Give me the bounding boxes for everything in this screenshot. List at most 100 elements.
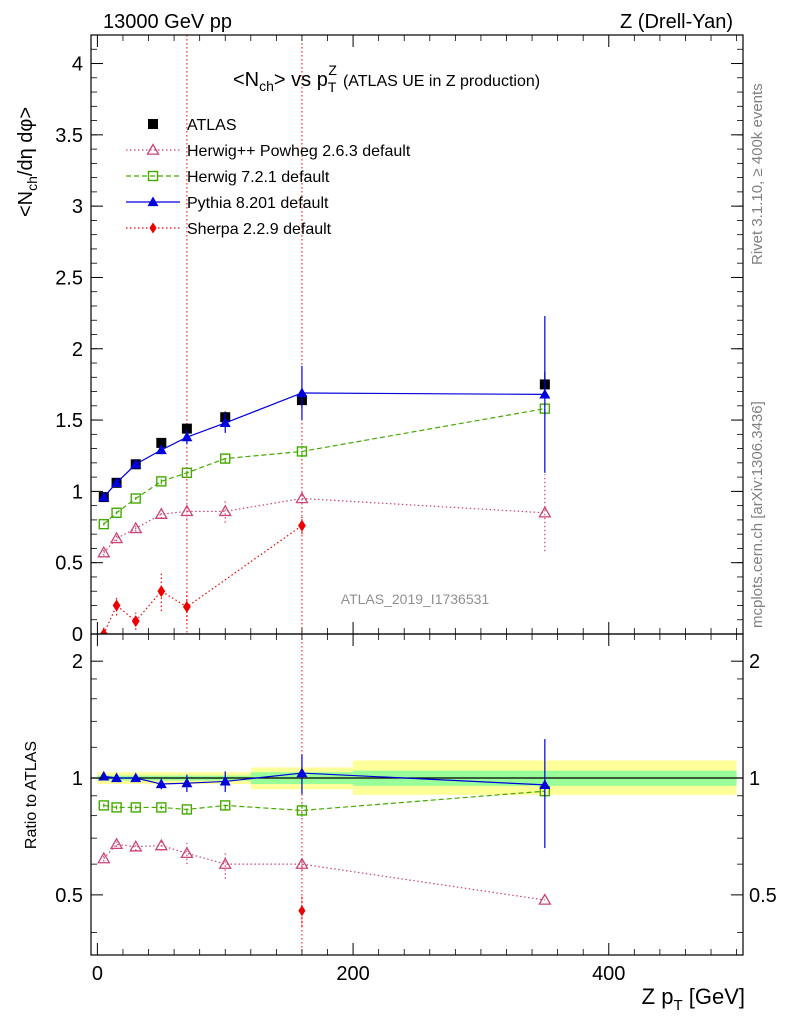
ratio-point-herwig7: [156, 802, 167, 813]
y-tick-label: 0.5: [55, 553, 83, 575]
data-point-pythia: [539, 388, 551, 399]
legend-marker: [147, 196, 159, 207]
y-tick-label: 2.5: [55, 267, 83, 289]
series-line-sherpa: [103, 525, 303, 634]
ratio-point-herwigpp: [109, 837, 124, 850]
ratio-plot: 0.5 0.5 1 1 2 2 0 200 400: [55, 633, 777, 985]
series-sherpa: [99, 517, 306, 634]
data-point-pythia: [111, 477, 123, 487]
data-point-herwig7: [111, 507, 122, 518]
x-tick-label: 200: [336, 963, 369, 985]
legend-entry-pythia: Pythia 8.201 default: [126, 195, 329, 212]
ratio-point-pythia: [539, 779, 551, 790]
ratio-point-herwig7: [111, 802, 122, 813]
mcplots-label: mcplots.cern.ch [arXiv:1306.3436]: [749, 401, 766, 628]
process-label: Z (Drell-Yan): [620, 11, 733, 33]
data-point-herwigpp: [538, 505, 552, 518]
x-tick-label: 400: [592, 963, 625, 985]
ratio-series-pythia: [98, 739, 551, 849]
ratio-point-herwig7: [220, 800, 231, 811]
data-point-sherpa: [298, 519, 306, 532]
ratio-point-herwigpp: [538, 893, 552, 905]
data-point-pythia: [296, 387, 308, 398]
data-point-herwig7: [181, 467, 193, 479]
ratio-point-herwigpp: [97, 851, 111, 864]
legend-label: Herwig++ Powheg 2.6.3 default: [187, 143, 411, 160]
data-point-herwigpp: [154, 507, 168, 519]
y-tick-label: 1.5: [55, 410, 83, 432]
main-title: <Nch> vs pTZ(ATLAS UE in Z production): [233, 62, 540, 95]
data-point-sherpa: [99, 628, 108, 634]
data-point-herwigpp: [295, 491, 309, 504]
x-tick-label: 0: [92, 963, 103, 985]
main-y-axis: 0 0.5 1 1.5 2 2.5 3 3.5 4: [55, 34, 743, 646]
ratio-series-herwigpp: [97, 837, 552, 905]
energy-label: 13000 GeV pp: [103, 11, 232, 33]
y-tick-label: 3.5: [55, 125, 83, 147]
series-line-pythia: [103, 392, 545, 498]
data-point-sherpa: [157, 585, 166, 598]
ratio-plot-area: [91, 634, 743, 955]
data-point-herwig7: [130, 493, 141, 504]
ratio-point-herwig7: [296, 805, 308, 816]
ratio-ylabel: Ratio to ATLAS: [23, 741, 40, 849]
y-tick-label: 0: [72, 624, 83, 646]
data-point-herwigpp: [180, 504, 194, 517]
ratio-point-herwigpp: [154, 838, 168, 851]
legend: ATLAS Herwig++ Powheg 2.6.3 default Herwig…: [126, 117, 411, 238]
main-plot-area: [97, 35, 552, 634]
data-point-herwigpp: [109, 531, 124, 544]
x-axis-label: Z pT [GeV]: [642, 984, 745, 1014]
data-point-herwig7: [220, 453, 231, 464]
ratio-point-pythia: [130, 772, 142, 783]
y-tick-label: 3: [72, 196, 83, 218]
data-point-pythia: [219, 417, 231, 428]
legend-marker: [149, 222, 157, 234]
ratio-y-tick-label-right: 0.5: [749, 885, 777, 907]
ratio-point-herwigpp: [129, 839, 143, 852]
y-tick-label: 2: [72, 339, 83, 361]
ratio-frame: [90, 633, 744, 956]
data-point-pythia: [130, 458, 142, 469]
x-axis: 0 200 400: [92, 634, 738, 985]
ratio-series-sherpa: [298, 896, 306, 927]
data-point-herwig7: [98, 518, 109, 530]
main-ylabel: <Nch/dη dφ>: [15, 107, 40, 217]
y-tick-label: 4: [72, 54, 83, 76]
ratio-y-tick-label-left: 2: [72, 651, 83, 673]
ratio-point-herwigpp: [180, 846, 194, 859]
ratio-y-tick-label-right: 1: [749, 768, 760, 790]
data-point-herwig7: [156, 476, 167, 487]
ratio-point-herwigpp: [218, 857, 232, 869]
legend-label: Herwig 7.2.1 default: [187, 169, 330, 186]
series-pythia: [98, 315, 551, 502]
ratio-point-herwig7: [181, 804, 193, 815]
ratio-line-herwigpp: [103, 843, 545, 901]
legend-label: Sherpa 2.2.9 default: [187, 221, 332, 238]
ratio-point-pythia: [181, 777, 193, 788]
series-herwig7: [98, 402, 551, 530]
ratio-y-tick-label-left: 0.5: [55, 885, 83, 907]
legend-entry-sherpa: Sherpa 2.2.9 default: [126, 221, 332, 238]
data-point-pythia: [98, 491, 110, 502]
legend-entry-herwigpp: Herwig++ Powheg 2.6.3 default: [126, 143, 411, 160]
data-point-atlas: [181, 423, 192, 434]
series-herwigpp: [97, 474, 552, 558]
ratio-point-pythia: [219, 775, 231, 786]
data-point-herwigpp: [129, 521, 143, 534]
legend-label: ATLAS: [187, 117, 237, 134]
ratio-y-axis: 0.5 0.5 1 1 2 2: [55, 651, 777, 933]
data-point-sherpa: [131, 615, 140, 628]
legend-marker: [148, 119, 158, 129]
ratio-point-herwig7: [130, 802, 141, 813]
ratio-point-herwigpp: [295, 857, 309, 869]
main-plot: 0 0.5 1 1.5 2 2.5 3 3.5 4: [55, 34, 744, 646]
data-point-herwigpp: [97, 545, 111, 558]
data-point-herwig7: [296, 446, 308, 457]
legend-marker: [146, 143, 160, 155]
legend-marker: [147, 170, 159, 182]
ratio-point-pythia: [155, 778, 167, 789]
data-point-pythia: [155, 444, 167, 455]
data-point-atlas: [156, 437, 167, 448]
